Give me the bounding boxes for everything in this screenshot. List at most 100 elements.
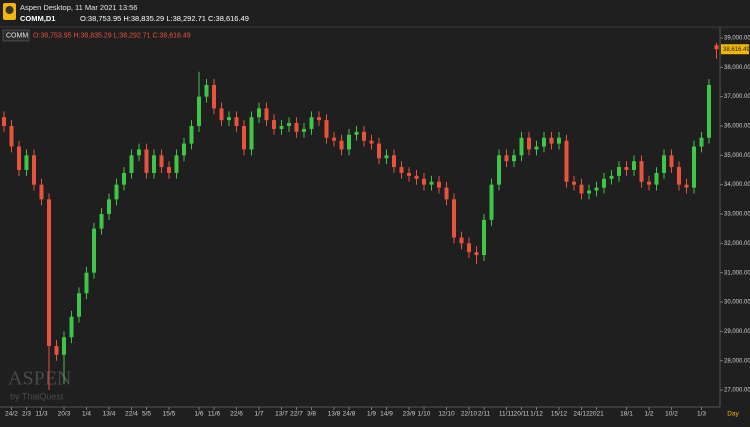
candle-body	[617, 167, 621, 176]
candle-body	[107, 199, 111, 215]
candle-body	[144, 149, 149, 173]
x-tick-label: 5/5	[142, 411, 151, 418]
candle-body	[534, 146, 539, 150]
candle-body	[707, 84, 711, 138]
last-price-label: 38,616.49	[723, 47, 750, 53]
candle-body	[272, 120, 276, 129]
x-tick-label: 1/4	[82, 411, 91, 418]
x-tick-label: 22/6	[230, 411, 243, 418]
candle-body	[92, 228, 96, 273]
candle-body	[152, 155, 156, 173]
chart-ohlc: O:38,753.95 H:38,835.29 L:38,292.71 C:38…	[33, 32, 191, 39]
candle-body	[84, 272, 89, 294]
x-tick-label: 1/6	[194, 411, 203, 418]
candle-body	[354, 131, 359, 135]
candle-body	[527, 137, 531, 150]
candle-body	[579, 184, 584, 194]
candle-body	[407, 172, 411, 176]
candle-body	[692, 146, 696, 188]
candle-body	[399, 167, 404, 173]
candle-body	[512, 155, 516, 162]
candle-body	[279, 125, 284, 129]
x-tick-label: 15/5	[163, 411, 176, 418]
candle-body	[662, 155, 666, 173]
candle-body	[474, 252, 479, 256]
candle-body	[54, 346, 59, 355]
candle-body	[647, 181, 651, 185]
candle-body	[362, 131, 366, 141]
candle-body	[467, 243, 471, 253]
candle-body	[654, 172, 659, 185]
symbol-label: COMM,D1	[20, 14, 55, 23]
candle-body	[557, 137, 561, 144]
y-tick-label: 35,000.00	[724, 153, 750, 159]
y-tick-label: 34,000.00	[724, 182, 750, 188]
candle-body	[519, 137, 524, 156]
app-logo-mark	[5, 6, 14, 14]
candle-body	[212, 84, 216, 109]
candle-body	[69, 316, 74, 338]
candle-body	[444, 187, 449, 200]
watermark-by: by ThaiQuest	[10, 391, 64, 401]
x-tick-label: 1/12	[530, 411, 543, 418]
candle-body	[699, 137, 704, 147]
x-tick-label: 24/2	[5, 411, 18, 418]
x-tick-label: 2/3	[22, 411, 31, 418]
x-tick-label: 12/10	[438, 411, 455, 418]
candle-body	[594, 187, 599, 191]
y-tick-label: 30,000.00	[724, 300, 750, 306]
x-tick-label: 1/10	[418, 411, 431, 418]
watermark-brand: ASPEN	[8, 368, 71, 390]
candle-body	[587, 190, 591, 194]
x-tick-label: 1/7	[254, 411, 263, 418]
x-tick-label: 10/2	[665, 411, 678, 418]
candle-body	[684, 184, 689, 188]
candle-body	[174, 155, 179, 173]
x-tick-label: 1/2	[644, 411, 653, 418]
candle-body	[309, 117, 314, 129]
candle-body	[339, 140, 344, 150]
candle-body	[482, 219, 486, 256]
x-tick-label: 24/8	[343, 411, 356, 418]
y-tick-label: 33,000.00	[724, 212, 750, 218]
x-tick-label: 1/3	[697, 411, 706, 418]
candle-body	[9, 125, 14, 147]
symbol-tag[interactable]	[2, 29, 30, 42]
candle-body	[489, 184, 494, 220]
candle-body	[459, 237, 464, 244]
candle-body	[77, 293, 81, 317]
candle-body	[429, 181, 434, 185]
candle-body	[47, 199, 51, 347]
candle-body	[332, 137, 336, 141]
candle-body	[384, 155, 389, 159]
candle-body	[414, 175, 419, 179]
candle-body	[294, 123, 299, 132]
y-tick-label: 32,000.00	[724, 241, 750, 247]
x-tick-label: 13/7	[275, 411, 288, 418]
candle-body	[167, 167, 171, 173]
candle-body	[609, 175, 614, 179]
candle-body	[624, 167, 629, 170]
x-tick-label: 3/8	[307, 411, 316, 418]
x-tick-label: 22/7	[290, 411, 303, 418]
x-tick-label: 1/9	[367, 411, 376, 418]
x-tick-label: 13/8	[328, 411, 341, 418]
x-tick-label: 22/10	[461, 411, 478, 418]
x-tick-label: 14/9	[380, 411, 393, 418]
candle-body	[437, 181, 441, 188]
candle-body	[639, 161, 644, 182]
x-tick-label: 18/1	[620, 411, 633, 418]
candle-body	[234, 117, 239, 126]
x-tick-label: 11/3	[35, 411, 48, 418]
y-tick-label: 31,000.00	[724, 270, 750, 276]
candle-body	[302, 128, 306, 132]
x-tick-label: 11/6	[208, 411, 221, 418]
period-label: Day	[727, 411, 739, 418]
candle-body	[39, 184, 44, 200]
candle-body	[572, 181, 576, 185]
y-tick-label: 38,000.00	[724, 65, 750, 71]
candle-body	[677, 167, 681, 185]
candle-body	[377, 143, 381, 159]
